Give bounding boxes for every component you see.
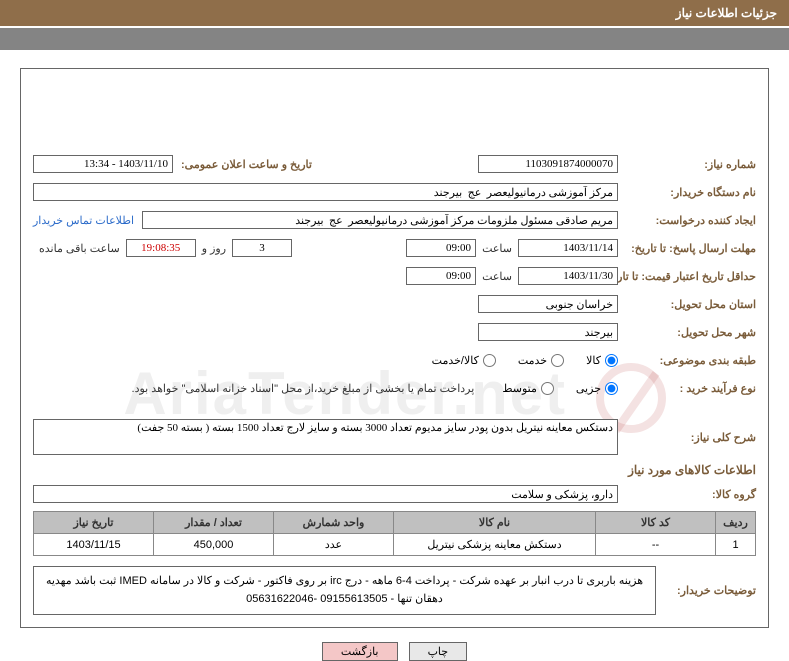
radio-both[interactable]: کالا/خدمت [432, 354, 496, 367]
gray-strip [0, 28, 789, 50]
city-label: شهر محل تحویل: [626, 326, 756, 339]
goods-section-title: اطلاعات کالاهای مورد نیاز [33, 463, 756, 477]
cell-code: -- [596, 534, 716, 556]
radio-goods[interactable]: کالا [586, 354, 618, 367]
goods-table: ردیف کد کالا نام کالا واحد شمارش تعداد /… [33, 511, 756, 556]
process-radio-group: جزیی متوسط [484, 382, 618, 395]
desc-section-label: شرح کلی نیاز: [626, 431, 756, 444]
remain-label: ساعت باقی مانده [39, 242, 120, 255]
hour-label-1: ساعت [482, 242, 512, 255]
th-date: تاریخ نیاز [34, 512, 154, 534]
province-label: استان محل تحویل: [626, 298, 756, 311]
th-unit: واحد شمارش [274, 512, 394, 534]
page-header: جزئیات اطلاعات نیاز [0, 0, 789, 26]
category-radio-group: کالا خدمت کالا/خدمت [414, 354, 618, 367]
hour-label-2: ساعت [482, 270, 512, 283]
th-name: نام کالا [394, 512, 596, 534]
announce-input[interactable] [33, 155, 173, 173]
page-title: جزئیات اطلاعات نیاز [676, 6, 777, 20]
cell-row: 1 [716, 534, 756, 556]
category-label: طبقه بندی موضوعی: [626, 354, 756, 367]
group-input[interactable] [33, 485, 618, 503]
deadline-label: مهلت ارسال پاسخ: تا تاریخ: [626, 242, 756, 255]
time-left-input[interactable] [126, 239, 196, 257]
buyer-input[interactable] [33, 183, 618, 201]
cell-name: دستکش معاینه پزشکی نیتریل [394, 534, 596, 556]
th-code: کد کالا [596, 512, 716, 534]
validity-date-input[interactable] [518, 267, 618, 285]
requester-input[interactable] [142, 211, 618, 229]
desc-textarea[interactable] [33, 419, 618, 455]
cell-date: 1403/11/15 [34, 534, 154, 556]
contact-link[interactable]: اطلاعات تماس خریدار [33, 214, 134, 227]
cell-unit: عدد [274, 534, 394, 556]
radio-partial[interactable]: جزیی [576, 382, 618, 395]
process-label: نوع فرآیند خرید : [626, 382, 756, 395]
buyer-label: نام دستگاه خریدار: [626, 186, 756, 199]
announce-label: تاریخ و ساعت اعلان عمومی: [181, 158, 312, 171]
validity-label: حداقل تاریخ اعتبار قیمت: تا تاریخ: [626, 270, 756, 283]
need-no-input[interactable] [478, 155, 618, 173]
province-input[interactable] [478, 295, 618, 313]
radio-service[interactable]: خدمت [518, 354, 564, 367]
button-bar: چاپ بازگشت [0, 642, 789, 661]
days-left-input[interactable] [232, 239, 292, 257]
th-qty: تعداد / مقدار [154, 512, 274, 534]
print-button[interactable]: چاپ [409, 642, 468, 661]
buyer-desc-box: توضیحات خریدار: هزینه باربری تا درب انبا… [33, 566, 756, 615]
buyer-desc-label: توضیحات خریدار: [656, 584, 756, 597]
deadline-date-input[interactable] [518, 239, 618, 257]
th-row: ردیف [716, 512, 756, 534]
validity-hour-input[interactable] [406, 267, 476, 285]
cell-qty: 450,000 [154, 534, 274, 556]
day-word: روز و [202, 242, 226, 255]
group-label: گروه کالا: [626, 488, 756, 501]
table-row: 1 -- دستکش معاینه پزشکی نیتریل عدد 450,0… [34, 534, 756, 556]
deadline-hour-input[interactable] [406, 239, 476, 257]
city-input[interactable] [478, 323, 618, 341]
buyer-desc-content: هزینه باربری تا درب انبار بر عهده شرکت -… [33, 566, 656, 615]
content-panel: AriaTender.net شماره نیاز: تاریخ و ساعت … [20, 68, 769, 628]
requester-label: ایجاد کننده درخواست: [626, 214, 756, 227]
process-note: پرداخت تمام یا بخشی از مبلغ خرید،از محل … [132, 382, 475, 395]
radio-medium[interactable]: متوسط [502, 382, 554, 395]
need-no-label: شماره نیاز: [626, 158, 756, 171]
back-button[interactable]: بازگشت [322, 642, 398, 661]
